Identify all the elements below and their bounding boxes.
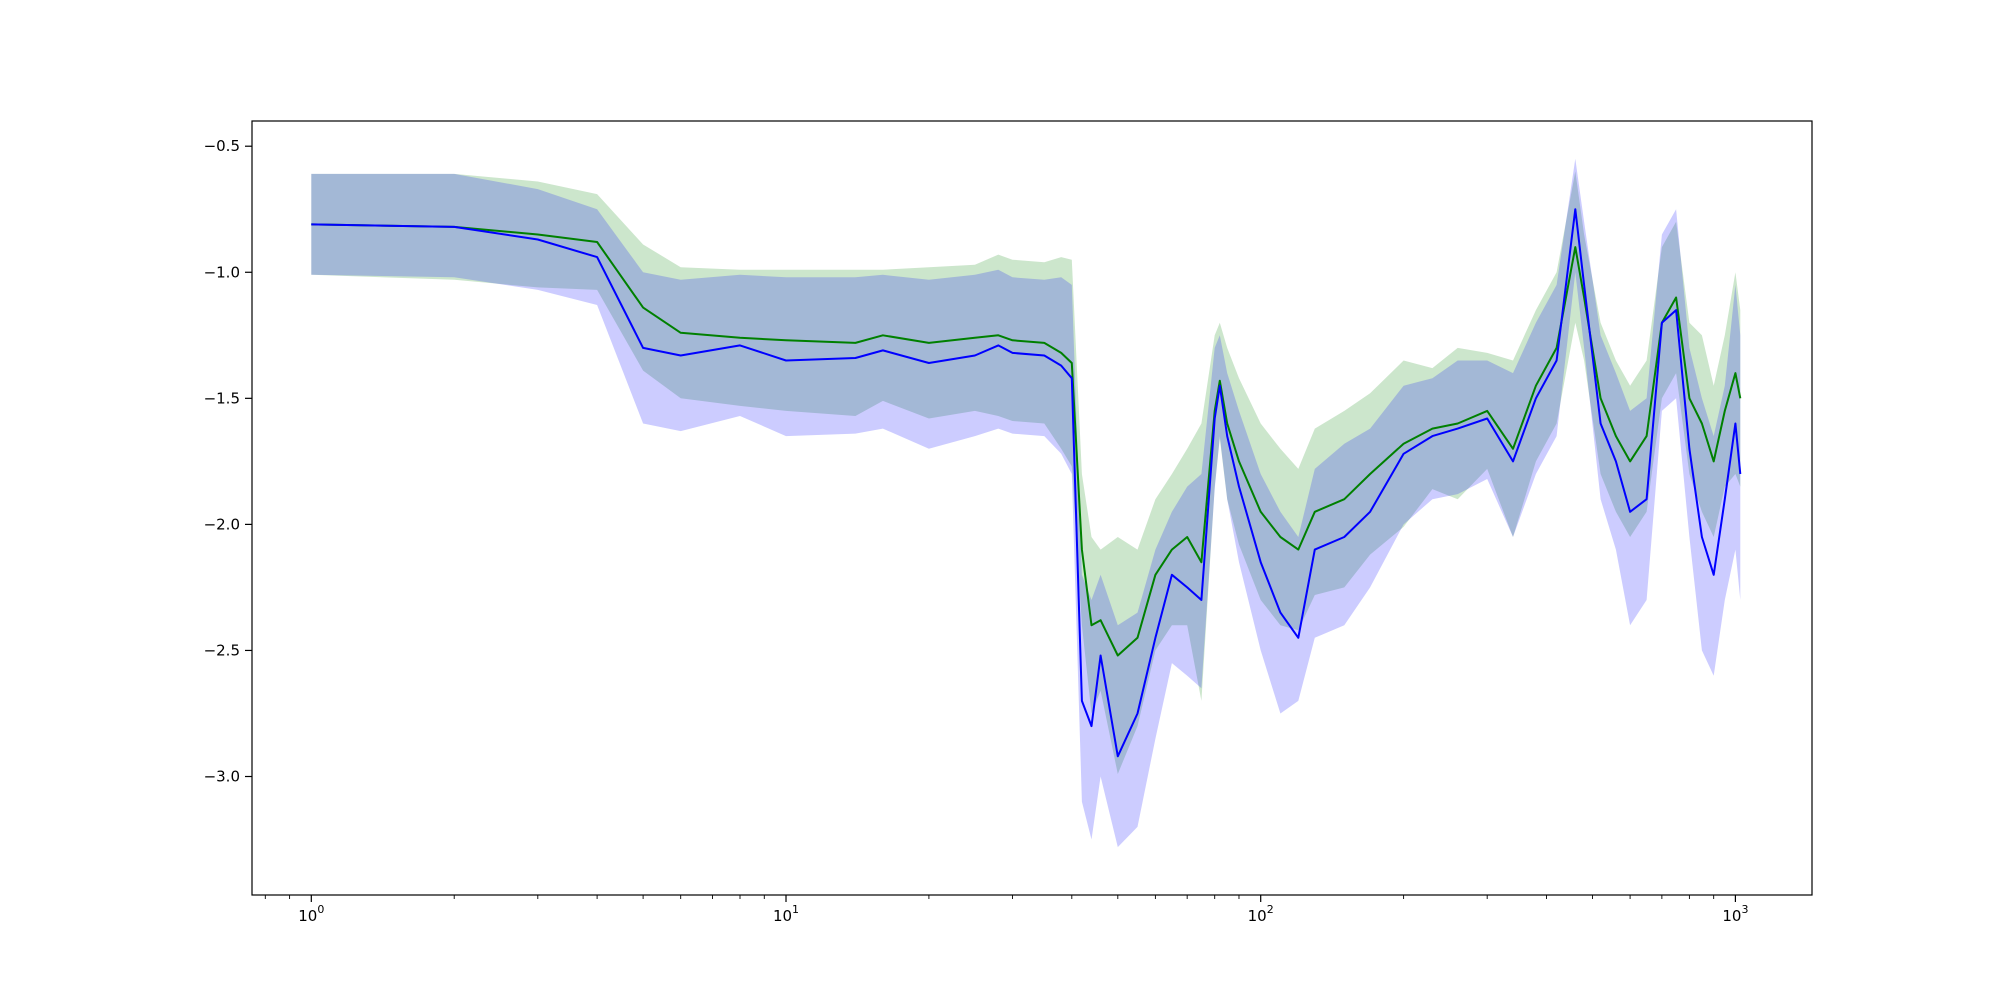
y-tick-label: −3.0 xyxy=(204,768,240,786)
confidence-bands xyxy=(311,158,1741,848)
line-series-1 xyxy=(311,223,1742,657)
band-series-2 xyxy=(311,158,1741,848)
plot-frame xyxy=(251,120,1813,896)
x-tick-label: 102 xyxy=(1248,903,1274,925)
y-tick-label: −2.5 xyxy=(204,641,240,659)
line-series-2 xyxy=(311,208,1742,758)
y-tick-label: −1.0 xyxy=(204,263,240,281)
y-tick-label: −1.5 xyxy=(204,389,240,407)
y-tick-label: −0.5 xyxy=(204,137,240,155)
y-tick-label: −2.0 xyxy=(204,515,240,533)
series-lines xyxy=(311,208,1742,758)
x-tick-label: 100 xyxy=(298,903,324,925)
band-series-1 xyxy=(311,171,1741,774)
x-tick-label: 103 xyxy=(1722,903,1748,925)
x-tick-label: 101 xyxy=(773,903,799,925)
y-axis: −0.5 −1.0 −1.5 −2.0 −2.5 −3.0 xyxy=(204,137,252,786)
x-axis: 100 101 102 103 xyxy=(264,895,1748,925)
